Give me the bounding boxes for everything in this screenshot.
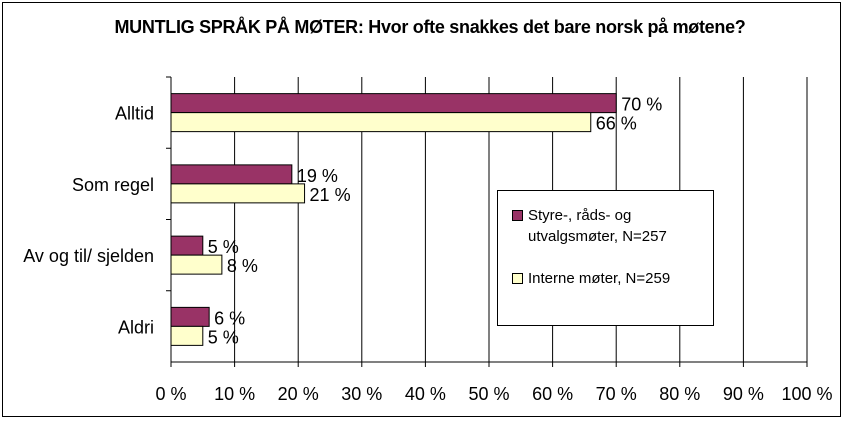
x-tick-label: 20 % xyxy=(278,384,319,404)
x-tick-label: 100 % xyxy=(781,384,832,404)
bar xyxy=(170,325,204,346)
data-label: 66 % xyxy=(596,114,637,134)
x-tick-label: 40 % xyxy=(405,384,446,404)
data-label: 6 % xyxy=(214,308,245,328)
category-label: Som regel xyxy=(72,175,154,195)
category-label: Av og til/ sjelden xyxy=(23,246,154,266)
legend-label-interne: Interne møter, N=259 xyxy=(528,270,671,287)
category-label: Alltid xyxy=(115,104,154,124)
bar xyxy=(170,93,617,114)
data-label: 21 % xyxy=(310,185,351,205)
data-label: 19 % xyxy=(297,166,338,186)
x-tick-label: 80 % xyxy=(659,384,700,404)
bar xyxy=(170,306,210,327)
data-label: 70 % xyxy=(621,95,662,115)
chart-title: MUNTLIG SPRÅK PÅ MØTER: Hvor ofte snakke… xyxy=(114,17,746,37)
x-tick-label: 70 % xyxy=(596,384,637,404)
bar xyxy=(170,112,592,133)
x-tick-label: 50 % xyxy=(468,384,509,404)
bar xyxy=(170,183,306,204)
x-tick-label: 0 % xyxy=(155,384,186,404)
bar xyxy=(170,164,293,185)
x-tick-label: 30 % xyxy=(341,384,382,404)
category-label: Aldri xyxy=(118,317,154,337)
legend-label-styre: Styre-, råds- og utvalgsmøter, N=257 xyxy=(528,207,667,245)
legend: Styre-, råds- og utvalgsmøter, N=257 Int… xyxy=(497,190,714,326)
x-tick-label: 90 % xyxy=(723,384,764,404)
bar xyxy=(170,235,204,256)
x-tick-label: 60 % xyxy=(532,384,573,404)
legend-swatch-styre xyxy=(512,210,523,221)
data-label: 8 % xyxy=(227,256,258,276)
data-label: 5 % xyxy=(208,327,239,347)
legend-swatch-interne xyxy=(512,273,523,284)
bar xyxy=(170,254,223,275)
data-label: 5 % xyxy=(208,237,239,257)
x-tick-label: 10 % xyxy=(214,384,255,404)
